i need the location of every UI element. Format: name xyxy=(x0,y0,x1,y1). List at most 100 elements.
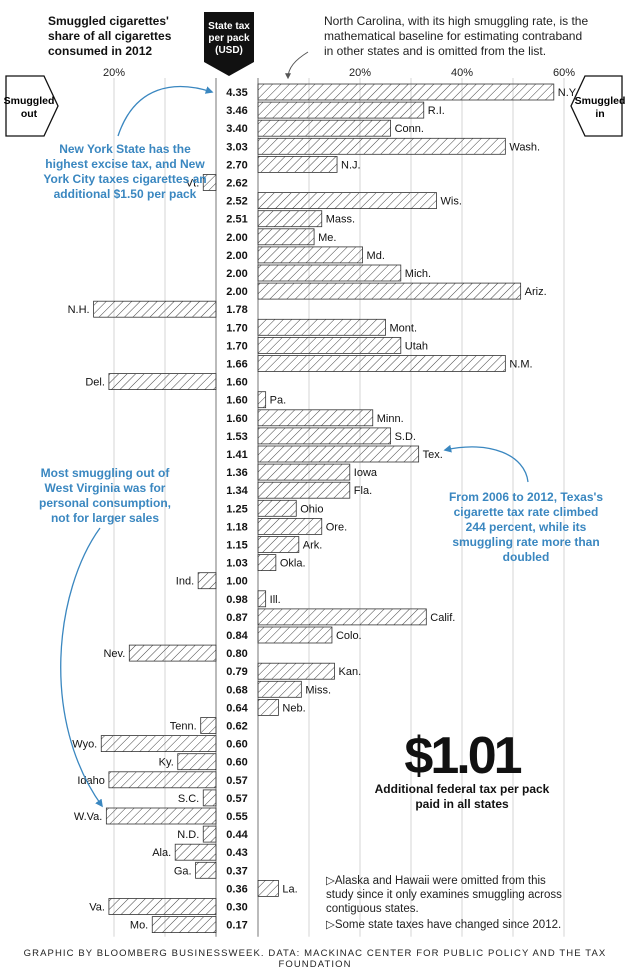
west-virginia-annotation-arrow xyxy=(60,527,103,808)
bar xyxy=(257,626,333,644)
bar xyxy=(257,101,425,119)
state-label: N.M. xyxy=(509,359,532,371)
bar xyxy=(257,192,437,210)
tax-value: 0.37 xyxy=(226,865,247,877)
credit-line: GRAPHIC BY BLOOMBERG BUSINESSWEEK. DATA:… xyxy=(23,948,607,970)
state-label: Ga. xyxy=(174,865,192,877)
west-virginia-annotation: Most smuggling out of West Virginia was … xyxy=(38,466,171,525)
bar xyxy=(257,355,506,372)
tax-value: 2.70 xyxy=(226,159,247,171)
bar xyxy=(257,336,402,354)
bar xyxy=(257,427,392,445)
tax-value: 0.98 xyxy=(226,594,247,606)
state-label: Wyo. xyxy=(72,739,97,751)
tax-value: 1.78 xyxy=(226,304,247,316)
tax-value: 1.15 xyxy=(226,540,247,552)
bar xyxy=(108,373,217,391)
new-york-annotation-arrow xyxy=(117,85,214,137)
federal-tax-caption: Additional federal tax per pack paid in … xyxy=(374,782,550,811)
tax-value: 2.00 xyxy=(226,250,247,262)
smuggled-out-badge xyxy=(5,75,59,137)
state-label: Mo. xyxy=(130,920,148,932)
note-arrow xyxy=(285,51,309,80)
state-label: Calif. xyxy=(430,612,455,624)
bar xyxy=(257,499,297,517)
tax-value: 0.60 xyxy=(226,757,247,769)
bar xyxy=(257,83,555,101)
state-label: Idaho xyxy=(77,775,105,787)
tax-value: 2.00 xyxy=(226,268,247,280)
tax-value: 0.36 xyxy=(226,883,247,895)
state-label: Miss. xyxy=(305,684,331,696)
bar xyxy=(257,680,302,698)
tax-value: 1.03 xyxy=(226,558,247,570)
tax-value: 1.60 xyxy=(226,377,247,389)
state-label: Minn. xyxy=(377,413,404,425)
smuggled-out-label-2: out xyxy=(21,108,38,120)
state-label: Tenn. xyxy=(170,721,197,733)
state-label: W.Va. xyxy=(74,811,103,823)
tax-value: 1.70 xyxy=(226,322,247,334)
tax-value: 3.46 xyxy=(226,105,247,117)
tax-value: 1.66 xyxy=(226,359,247,371)
tax-value: 1.00 xyxy=(226,576,247,588)
tax-value: 0.79 xyxy=(226,666,247,678)
state-label: Ore. xyxy=(326,521,347,533)
state-label: Iowa xyxy=(354,467,378,479)
smuggled-out-label-1: Smuggled xyxy=(4,95,55,107)
tax-value: 2.00 xyxy=(226,232,247,244)
tax-value: 1.60 xyxy=(226,413,247,425)
tax-value: 0.44 xyxy=(226,829,248,841)
bar xyxy=(257,699,279,716)
tick-label: 20% xyxy=(349,67,371,79)
bar xyxy=(257,409,374,427)
tax-value: 1.60 xyxy=(226,395,247,407)
bar xyxy=(257,155,338,173)
federal-tax-value: $1.01 xyxy=(404,727,522,785)
state-label: Va. xyxy=(89,902,105,914)
state-label: N.D. xyxy=(177,829,199,841)
bar xyxy=(257,318,386,336)
tick-label: 40% xyxy=(451,67,473,79)
footnote-marker-icon: ▷ xyxy=(326,875,335,887)
state-label: Ala. xyxy=(152,847,171,859)
tax-value: 1.34 xyxy=(226,485,248,497)
tax-value: 0.80 xyxy=(226,648,247,660)
state-label: Okla. xyxy=(280,558,306,570)
bar xyxy=(108,898,217,915)
bar xyxy=(257,119,392,137)
tax-header-label-1: State tax xyxy=(208,21,250,32)
footnote-marker-icon: ▷ xyxy=(326,919,335,931)
tax-value: 1.70 xyxy=(226,340,247,352)
tax-header-badge xyxy=(204,12,254,76)
bar xyxy=(202,789,217,807)
bar xyxy=(257,590,267,608)
tax-value: 2.00 xyxy=(226,286,247,298)
state-label: Tex. xyxy=(423,449,443,461)
footnote-1-text: Alaska and Hawaii were omitted from this… xyxy=(326,875,562,915)
tax-value: 0.62 xyxy=(226,721,247,733)
state-label: N.Y. xyxy=(558,87,578,99)
tax-header-label-3: (USD) xyxy=(215,45,243,56)
texas-annotation-arrow xyxy=(443,444,529,483)
state-label: Ariz. xyxy=(525,286,547,298)
tax-value: 0.57 xyxy=(226,793,247,805)
tax-value: 0.17 xyxy=(226,920,247,932)
tax-value: 1.36 xyxy=(226,467,247,479)
north-carolina-note: North Carolina, with its high smuggling … xyxy=(324,14,589,58)
bar xyxy=(200,717,217,734)
state-label: Ky. xyxy=(159,757,174,769)
state-label: Kan. xyxy=(339,666,362,678)
state-label: Colo. xyxy=(336,630,362,642)
tax-header-label-2: per pack xyxy=(208,33,250,44)
footnote-tax-changes: ▷Some state taxes have changed since 201… xyxy=(326,918,576,932)
tax-value: 2.62 xyxy=(226,178,247,190)
tick-label: 60% xyxy=(553,67,575,79)
tax-value: 0.30 xyxy=(226,902,247,914)
state-label: Ark. xyxy=(303,540,323,552)
state-label: Ind. xyxy=(176,576,194,588)
bar xyxy=(202,825,217,843)
state-label: Nev. xyxy=(103,648,125,660)
smuggled-in-label-2: in xyxy=(595,108,604,120)
bar xyxy=(257,228,315,246)
